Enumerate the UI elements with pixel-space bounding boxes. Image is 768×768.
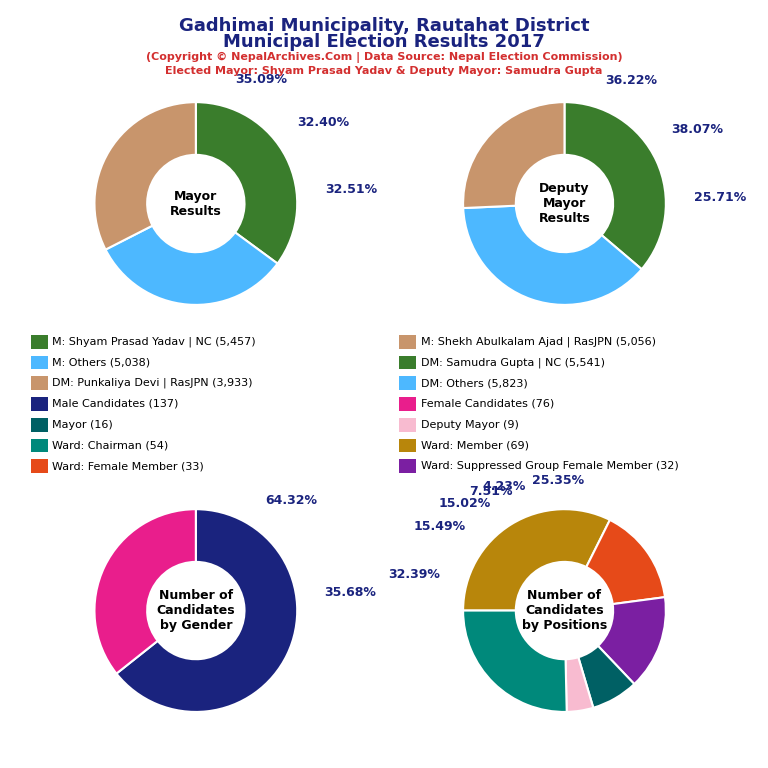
Text: 32.51%: 32.51% — [325, 183, 377, 196]
Text: Municipal Election Results 2017: Municipal Election Results 2017 — [223, 33, 545, 51]
Text: 32.39%: 32.39% — [388, 568, 440, 581]
Text: 15.49%: 15.49% — [413, 521, 465, 534]
Wedge shape — [463, 611, 567, 712]
Text: 36.22%: 36.22% — [605, 74, 657, 87]
Wedge shape — [463, 509, 610, 611]
Text: M: Shyam Prasad Yadav | NC (5,457): M: Shyam Prasad Yadav | NC (5,457) — [52, 336, 256, 347]
Text: DM: Punkaliya Devi | RasJPN (3,933): DM: Punkaliya Devi | RasJPN (3,933) — [52, 378, 253, 389]
Wedge shape — [117, 509, 297, 712]
Text: (Copyright © NepalArchives.Com | Data Source: Nepal Election Commission): (Copyright © NepalArchives.Com | Data So… — [146, 52, 622, 63]
Text: Number of
Candidates
by Positions: Number of Candidates by Positions — [521, 589, 607, 632]
Text: Ward: Female Member (33): Ward: Female Member (33) — [52, 461, 204, 472]
Wedge shape — [564, 102, 666, 270]
Wedge shape — [94, 102, 196, 250]
Text: Male Candidates (137): Male Candidates (137) — [52, 399, 179, 409]
Text: Ward: Chairman (54): Ward: Chairman (54) — [52, 440, 168, 451]
Wedge shape — [196, 102, 297, 263]
Text: Gadhimai Municipality, Rautahat District: Gadhimai Municipality, Rautahat District — [179, 17, 589, 35]
Text: 25.35%: 25.35% — [532, 475, 584, 488]
Text: Mayor
Results: Mayor Results — [170, 190, 222, 217]
Text: Elected Mayor: Shyam Prasad Yadav & Deputy Mayor: Samudra Gupta: Elected Mayor: Shyam Prasad Yadav & Depu… — [165, 66, 603, 76]
Text: 15.02%: 15.02% — [439, 497, 491, 510]
Text: M: Shekh Abulkalam Ajad | RasJPN (5,056): M: Shekh Abulkalam Ajad | RasJPN (5,056) — [421, 336, 656, 347]
Wedge shape — [463, 206, 642, 305]
Text: Ward: Member (69): Ward: Member (69) — [421, 440, 529, 451]
Wedge shape — [578, 646, 634, 708]
Text: 35.68%: 35.68% — [324, 586, 376, 599]
Text: 7.51%: 7.51% — [469, 485, 513, 498]
Text: Deputy
Mayor
Results: Deputy Mayor Results — [538, 182, 591, 225]
Wedge shape — [598, 598, 666, 684]
Text: 64.32%: 64.32% — [265, 495, 317, 507]
Text: Number of
Candidates
by Gender: Number of Candidates by Gender — [157, 589, 235, 632]
Text: 25.71%: 25.71% — [694, 190, 746, 204]
Text: Deputy Mayor (9): Deputy Mayor (9) — [421, 419, 518, 430]
Text: DM: Others (5,823): DM: Others (5,823) — [421, 378, 528, 389]
Text: DM: Samudra Gupta | NC (5,541): DM: Samudra Gupta | NC (5,541) — [421, 357, 605, 368]
Wedge shape — [94, 509, 196, 674]
Text: 4.23%: 4.23% — [482, 480, 525, 493]
Text: 35.09%: 35.09% — [235, 73, 287, 86]
Text: M: Others (5,038): M: Others (5,038) — [52, 357, 151, 368]
Text: 32.40%: 32.40% — [297, 116, 349, 129]
Wedge shape — [565, 657, 593, 712]
Text: Ward: Suppressed Group Female Member (32): Ward: Suppressed Group Female Member (32… — [421, 461, 679, 472]
Wedge shape — [105, 226, 277, 305]
Wedge shape — [463, 102, 564, 208]
Text: Mayor (16): Mayor (16) — [52, 419, 113, 430]
Text: 38.07%: 38.07% — [671, 123, 723, 136]
Text: Female Candidates (76): Female Candidates (76) — [421, 399, 554, 409]
Wedge shape — [586, 520, 665, 604]
